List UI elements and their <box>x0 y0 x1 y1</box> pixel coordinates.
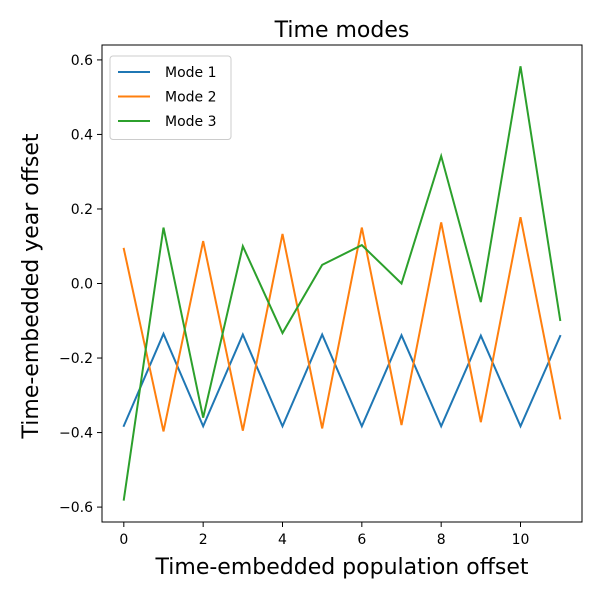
plot-area-frame <box>101 44 583 523</box>
x-tick-label: 4 <box>278 532 287 548</box>
y-axis-label: Time-embedded year offset <box>19 133 44 439</box>
x-tick-label: 2 <box>199 532 208 548</box>
y-tick-label: 0.4 <box>71 127 93 143</box>
y-tick-label: 0.2 <box>71 202 93 218</box>
x-axis-label: Time-embedded population offset <box>155 555 529 580</box>
y-tick-label: −0.4 <box>59 426 93 442</box>
legend-box <box>109 55 232 140</box>
legend-label-1: Mode 1 <box>165 65 217 81</box>
x-tick-label: 6 <box>357 532 366 548</box>
ticks-layer: 0 2 4 6 8 10 −0.6 −0.4 −0.2 0.0 0.2 0.4 0.6 <box>59 53 529 548</box>
legend: Mode 1 Mode 2 Mode 3 <box>109 55 232 140</box>
series-line-2 <box>122 216 562 432</box>
series-layer <box>122 66 562 501</box>
y-tick-label: 0.0 <box>71 277 93 293</box>
y-tick-label: −0.2 <box>59 351 93 367</box>
legend-label-3: Mode 3 <box>165 114 217 130</box>
chart-title: Time modes <box>274 18 410 43</box>
series-line-1 <box>122 331 562 429</box>
y-tick-label: −0.6 <box>59 500 93 516</box>
x-tick-label: 10 <box>512 532 530 548</box>
x-tick-label: 0 <box>119 532 128 548</box>
series-line-3 <box>122 66 562 501</box>
x-tick-label: 8 <box>437 532 446 548</box>
y-tick-label: 0.6 <box>71 53 93 69</box>
legend-label-2: Mode 2 <box>165 90 217 106</box>
